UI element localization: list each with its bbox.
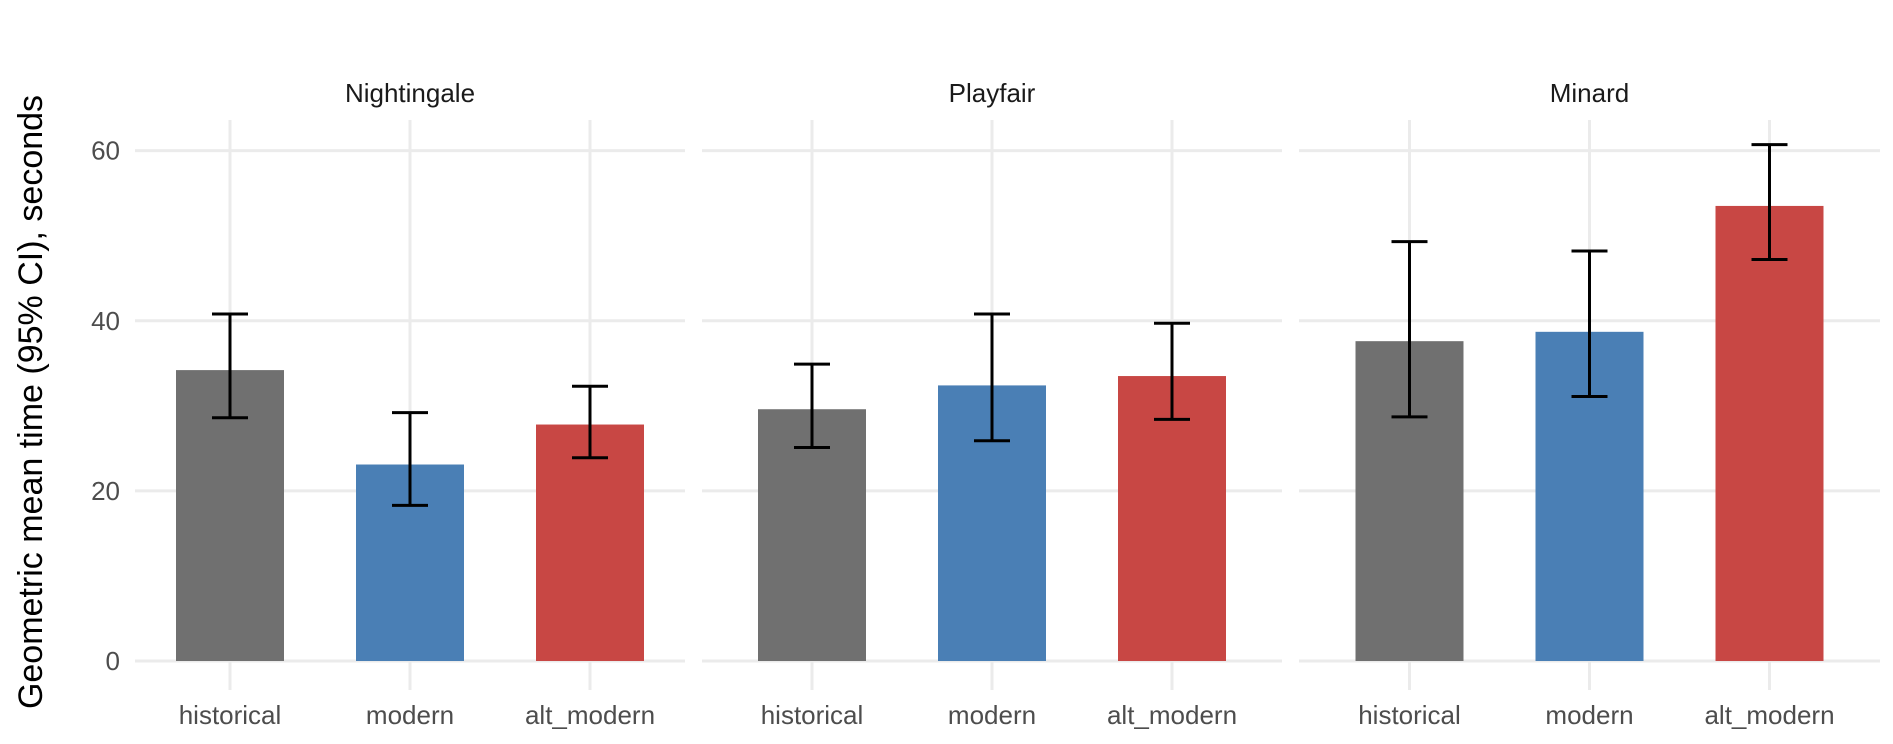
x-tick-label: alt_modern <box>525 700 655 730</box>
facet-title: Nightingale <box>345 78 475 108</box>
bar-alt_modern <box>1118 376 1226 661</box>
y-tick-label: 60 <box>91 136 120 166</box>
facet-panel-minard: Minard historical modern alt_modern <box>1299 78 1880 730</box>
bar-historical <box>758 409 866 661</box>
error-bar-historical <box>212 312 248 420</box>
x-tick-label: modern <box>948 700 1036 730</box>
error-bar-historical <box>1391 240 1428 419</box>
facet-panel-playfair: Playfair historical modern alt_modern <box>702 78 1282 730</box>
facet-title: Playfair <box>949 78 1036 108</box>
bar-alt_modern <box>536 424 644 661</box>
error-bar-modern <box>1571 249 1608 398</box>
y-tick-label: 40 <box>91 306 120 336</box>
x-tick-label: alt_modern <box>1107 700 1237 730</box>
error-bar-alt_modern <box>1154 321 1190 421</box>
error-bar-modern <box>392 411 428 507</box>
error-bar-alt_modern <box>1751 143 1788 262</box>
facet-title: Minard <box>1550 78 1629 108</box>
x-tick-label: historical <box>761 700 864 730</box>
y-tick-label: 20 <box>91 476 120 506</box>
bar-alt_modern <box>1715 205 1824 661</box>
x-tick-label: historical <box>1358 700 1461 730</box>
error-bar-modern <box>974 312 1010 443</box>
x-tick-label: modern <box>366 700 454 730</box>
facet-panel-nightingale: Nightingale historical modern alt_modern <box>135 78 685 730</box>
y-axis-title: Geometric mean time (95% CI), seconds <box>12 95 50 709</box>
error-bar-alt_modern <box>572 384 608 460</box>
x-tick-label: alt_modern <box>1704 700 1834 730</box>
x-tick-label: modern <box>1545 700 1633 730</box>
y-tick-label: 0 <box>106 646 120 676</box>
x-tick-label: historical <box>179 700 282 730</box>
error-bar-historical <box>794 362 830 449</box>
